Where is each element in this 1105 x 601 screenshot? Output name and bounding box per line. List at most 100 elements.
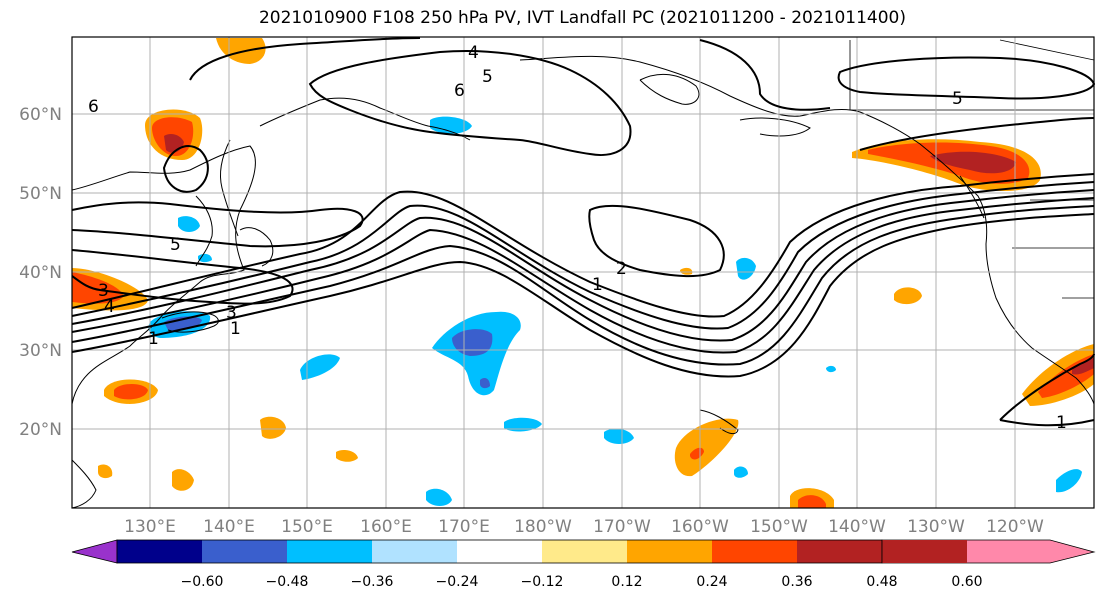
- contour-11: [189, 37, 421, 81]
- red-blob-west: [72, 272, 124, 304]
- contour-8: [71, 249, 294, 305]
- lon-label-130w: 130°W: [907, 517, 965, 537]
- blue-blob-small-10: [826, 365, 836, 373]
- darkred-band-baja: [1072, 358, 1094, 375]
- orange-blob-small-4: [98, 464, 113, 479]
- colorbar-segment: [542, 540, 627, 563]
- blue-blob-small-4: [504, 417, 542, 432]
- colorbar-left-extend: [71, 539, 118, 564]
- contour-4: [71, 189, 1095, 342]
- orange-blob-small-2: [336, 450, 358, 462]
- colorbar-tick-label: 0.36: [781, 574, 812, 590]
- colorbar-segment: [287, 540, 372, 563]
- contour-14: [162, 145, 209, 193]
- contour-label: 1: [592, 275, 603, 295]
- contour-label: 6: [454, 81, 465, 101]
- colorbar-tick-label: −0.24: [436, 574, 479, 590]
- contour-label: 6: [88, 97, 99, 117]
- lon-label-170w: 170°W: [593, 517, 651, 537]
- colorbar-segment-darkred: [882, 540, 967, 563]
- contour-10: [308, 49, 632, 156]
- contour-17: [859, 117, 1095, 151]
- lat-label-60n: 60°N: [19, 105, 62, 125]
- gridlines: [72, 37, 1094, 508]
- blue-blob-small-1: [178, 216, 200, 232]
- colorbar-tick-label: 0.12: [611, 574, 642, 590]
- contour-5: [71, 181, 1095, 330]
- contour-12: [699, 39, 831, 111]
- lon-label-140e: 140°E: [203, 517, 255, 537]
- lon-label-160e: 160°E: [360, 517, 412, 537]
- contour-7: [71, 201, 364, 248]
- orange-blob-dot: [680, 267, 693, 275]
- red-blob-south: [798, 495, 826, 508]
- latitude-labels: 60°N 50°N 40°N 30°N 20°N: [19, 105, 62, 440]
- blue-blob-small-3: [300, 354, 340, 380]
- darkred-band-northwest-america: [930, 151, 1016, 174]
- contour-3: [71, 197, 1095, 354]
- longitude-labels: 130°E 140°E 150°E 160°E 170°E 180°W 170°…: [124, 517, 1044, 537]
- contour-label: 1: [230, 319, 241, 339]
- contour-label: 5: [482, 67, 493, 87]
- colorbar-tick-label: 0.48: [866, 574, 897, 590]
- blue-blob-small-7: [734, 466, 748, 478]
- contour-15: [999, 353, 1095, 421]
- contour-label: 4: [104, 297, 115, 317]
- orange-blob-hawaii: [674, 418, 739, 477]
- colorbar-tick-label: −0.12: [521, 574, 564, 590]
- blue-blob-small-2: [198, 253, 212, 263]
- blue-blob-small-5: [604, 428, 634, 444]
- colorbar-segment: [372, 540, 457, 563]
- map-frame: [71, 36, 1095, 509]
- blue-blob-small-9: [1056, 469, 1082, 493]
- orange-blob-small-3: [172, 469, 194, 491]
- blue-blob-okhotsk: [430, 116, 472, 134]
- lat-label-20n: 20°N: [19, 420, 62, 440]
- colorbar-tick-label: −0.60: [181, 574, 224, 590]
- red-blob-20n: [114, 384, 148, 400]
- colorbar-ticks: −0.60 −0.48 −0.36 −0.24 −0.12 0.12 0.24 …: [181, 574, 983, 590]
- contour-label: 4: [468, 43, 479, 63]
- colorbar-segment: [117, 540, 202, 563]
- contour-label: 1: [148, 329, 159, 349]
- contour-label: 3: [226, 303, 237, 323]
- contour-6: [71, 173, 1095, 318]
- contour-9: [588, 204, 725, 278]
- blue-blob-small-8: [426, 488, 452, 506]
- contour-label: 1: [1056, 413, 1067, 433]
- lon-label-150w: 150°W: [750, 517, 808, 537]
- lon-label-120w: 120°W: [986, 517, 1044, 537]
- blue-blob-small-6: [736, 257, 756, 280]
- contour-13: [837, 56, 1096, 100]
- colorbar-segment: [627, 540, 712, 563]
- colorbar-tick-label: −0.48: [266, 574, 309, 590]
- orange-blob-east-pacific: [894, 287, 922, 305]
- lon-label-140w: 140°W: [828, 517, 886, 537]
- contour-16: [999, 419, 1095, 427]
- colorbar-frame: [116, 539, 883, 564]
- ivt-shading: [72, 38, 1094, 508]
- lon-label-170e: 170°E: [438, 517, 490, 537]
- contour-2: [71, 205, 1095, 366]
- lon-label-130e: 130°E: [124, 517, 176, 537]
- colorbar-tick-label: 0.24: [696, 574, 727, 590]
- contour-label: 5: [952, 89, 963, 109]
- contour-label: 2: [616, 259, 627, 279]
- lat-label-30n: 30°N: [19, 341, 62, 361]
- darkblue-blob-central-2: [480, 378, 490, 389]
- lon-label-150e: 150°E: [281, 517, 333, 537]
- colorbar-tick-label: 0.60: [951, 574, 982, 590]
- contour-label: 3: [98, 281, 109, 301]
- colorbar-segment: [457, 540, 542, 563]
- colorbar: [71, 539, 1096, 564]
- map-title: 2021010900 F108 250 hPa PV, IVT Landfall…: [258, 8, 906, 28]
- colorbar-segment: [202, 540, 287, 563]
- pv-contours: [71, 37, 1096, 427]
- lon-label-160w: 160°W: [671, 517, 729, 537]
- contour-labels: 4 5 6 5 5 6 3 4 3 1 2 1 1 1: [88, 43, 1067, 433]
- colorbar-tick-label: −0.36: [351, 574, 394, 590]
- lon-label-180w: 180°W: [514, 517, 572, 537]
- colorbar-segment: [797, 540, 882, 563]
- contour-label: 5: [170, 235, 181, 255]
